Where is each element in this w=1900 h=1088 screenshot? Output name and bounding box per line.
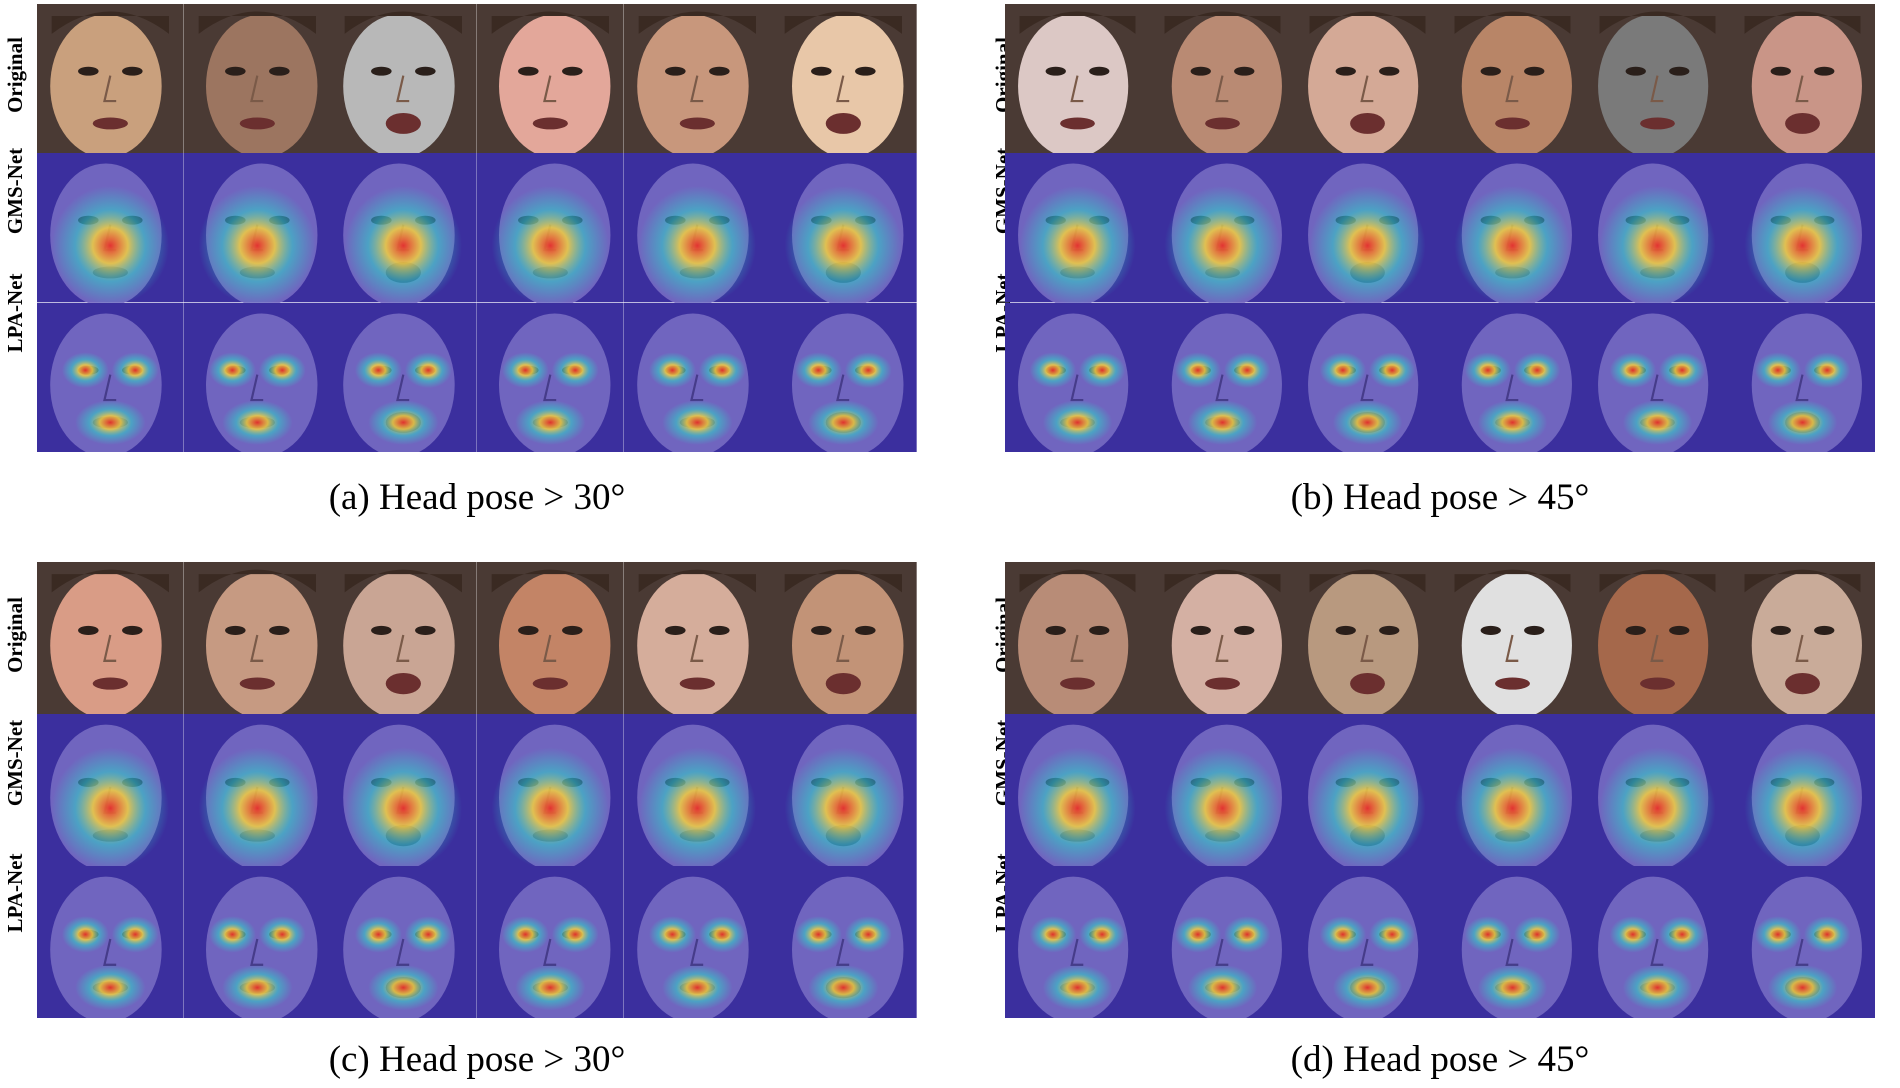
image-grid-a — [37, 4, 917, 452]
face-image-original — [1005, 4, 1150, 154]
face-image-lpa-net — [183, 866, 331, 1018]
face-image-gms-net — [1295, 153, 1440, 303]
face-image-lpa-net — [770, 866, 917, 1018]
face-image-original — [1440, 4, 1585, 154]
panel-d: Original GMS-Net LPA-Net (d) Head pose >… — [970, 560, 1900, 1088]
face-image-lpa-net — [37, 866, 184, 1018]
row-label-lpa-net: LPA-Net — [3, 273, 27, 353]
face-image-gms-net — [1150, 153, 1295, 303]
caption-a: (a) Head pose > 30° — [328, 477, 626, 518]
face-image-original — [183, 562, 331, 714]
face-image-original — [183, 4, 331, 154]
face-image-original — [623, 562, 771, 714]
face-image-lpa-net — [623, 866, 771, 1018]
face-image-gms-net — [183, 714, 331, 866]
face-image-gms-net — [1730, 153, 1875, 303]
panel-b: Original GMS-Net LPA-Net (b) Head pose >… — [970, 0, 1900, 520]
face-image-gms-net — [1150, 714, 1295, 866]
face-image-original — [477, 562, 624, 714]
face-image-original — [330, 562, 477, 714]
face-image-lpa-net — [1440, 302, 1585, 452]
face-image-original — [623, 4, 771, 154]
face-image-gms-net — [330, 153, 477, 303]
face-image-original — [1150, 4, 1295, 154]
face-image-gms-net — [330, 714, 477, 866]
face-image-gms-net — [1295, 714, 1440, 866]
face-image-original — [1585, 4, 1730, 154]
face-image-original — [37, 562, 184, 714]
face-image-lpa-net — [183, 302, 331, 452]
row-label-gms-net: GMS-Net — [3, 719, 27, 807]
image-grid-d — [1005, 562, 1875, 1018]
face-image-gms-net — [1440, 714, 1585, 866]
face-image-original — [1295, 4, 1440, 154]
face-image-lpa-net — [477, 866, 624, 1018]
face-image-gms-net — [623, 153, 771, 303]
face-image-lpa-net — [1005, 302, 1150, 452]
face-image-lpa-net — [37, 302, 184, 452]
panel-a: Original GMS-Net LPA-Net (a) Head pose >… — [0, 0, 930, 520]
face-image-original — [1585, 562, 1730, 714]
face-image-gms-net — [183, 153, 331, 303]
face-image-original — [1730, 4, 1875, 154]
face-image-lpa-net — [330, 866, 477, 1018]
face-image-original — [330, 4, 477, 154]
face-image-lpa-net — [477, 302, 624, 452]
face-image-gms-net — [37, 714, 184, 866]
face-image-gms-net — [477, 714, 624, 866]
face-image-gms-net — [1005, 714, 1150, 866]
face-image-original — [37, 4, 184, 154]
face-image-lpa-net — [1005, 866, 1150, 1018]
face-image-original — [1440, 562, 1585, 714]
face-image-gms-net — [1585, 714, 1730, 866]
face-image-lpa-net — [1730, 866, 1875, 1018]
face-image-gms-net — [623, 714, 771, 866]
face-image-original — [1295, 562, 1440, 714]
face-image-original — [1005, 562, 1150, 714]
face-image-gms-net — [477, 153, 624, 303]
image-grid-c — [37, 562, 917, 1018]
face-image-original — [477, 4, 624, 154]
face-image-gms-net — [1005, 153, 1150, 303]
face-image-lpa-net — [1295, 866, 1440, 1018]
face-image-lpa-net — [770, 302, 917, 452]
face-image-lpa-net — [1730, 302, 1875, 452]
face-image-gms-net — [770, 153, 917, 303]
face-image-original — [1150, 562, 1295, 714]
caption-c: (c) Head pose > 30° — [328, 1039, 626, 1080]
face-image-gms-net — [1730, 714, 1875, 866]
image-grid-b — [1005, 4, 1875, 452]
face-image-original — [770, 562, 917, 714]
face-image-original — [1730, 562, 1875, 714]
face-image-lpa-net — [1295, 302, 1440, 452]
face-image-lpa-net — [1440, 866, 1585, 1018]
face-image-lpa-net — [623, 302, 771, 452]
face-image-gms-net — [37, 153, 184, 303]
caption-d: (d) Head pose > 45° — [1290, 1039, 1590, 1080]
face-image-lpa-net — [330, 302, 477, 452]
face-image-lpa-net — [1585, 302, 1730, 452]
face-image-gms-net — [770, 714, 917, 866]
face-image-gms-net — [1440, 153, 1585, 303]
face-image-lpa-net — [1150, 302, 1295, 452]
face-image-original — [770, 4, 917, 154]
face-image-gms-net — [1585, 153, 1730, 303]
face-image-lpa-net — [1585, 866, 1730, 1018]
caption-b: (b) Head pose > 45° — [1290, 477, 1590, 518]
row-label-lpa-net: LPA-Net — [3, 853, 27, 933]
face-image-lpa-net — [1150, 866, 1295, 1018]
panel-c: Original GMS-Net LPA-Net (c) Head pose >… — [0, 560, 930, 1088]
